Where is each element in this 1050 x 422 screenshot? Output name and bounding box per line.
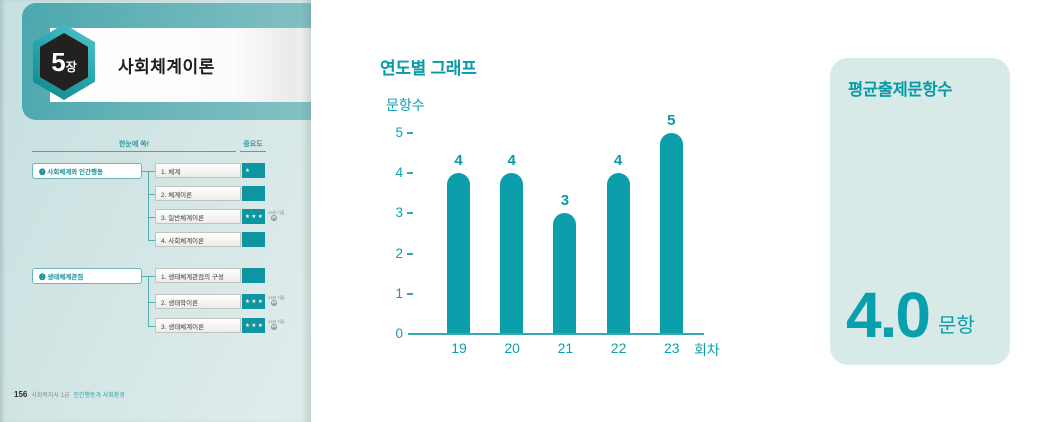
toc-connector: [148, 217, 155, 218]
chapter-title: 사회체계이론: [118, 57, 215, 77]
stat-value: 4.0: [846, 278, 931, 351]
medal-icon: ◉: [271, 324, 277, 330]
y-tick-mark: [407, 252, 413, 255]
toc-item: 2. 생태학이론: [155, 294, 241, 309]
bar: [606, 173, 630, 334]
page-footer: 156 사회복지사 1급 인간행동과 사회환경: [14, 390, 125, 399]
average-questions-card: 평균출제문항수 4.0 문항: [830, 58, 1010, 365]
y-tick-mark: [407, 292, 413, 295]
bar: [659, 133, 683, 334]
book-page: 사회체계이론 5 장 한눈에 쏙! 중요도 ❶ 사회체계와 인간행동 1. 체계 ★…: [0, 0, 311, 422]
stat-value-row: 4.0 문항: [846, 278, 975, 351]
toc-connector: [148, 194, 155, 195]
x-tick-label: 22: [610, 340, 627, 356]
medal-icon: ◉: [271, 215, 277, 221]
toc-connector: [148, 302, 155, 303]
toc-connector: [142, 171, 148, 172]
toc-item: 4. 사회체계이론: [155, 232, 241, 247]
toc-rule-left: [32, 151, 236, 152]
toc-connector-trunk: [148, 276, 149, 327]
y-tick-mark: [407, 132, 413, 134]
bar: [500, 173, 524, 334]
x-tick-label: 19: [451, 340, 467, 356]
chart-title: 연도별 그래프: [380, 59, 477, 78]
y-tick-label: 5: [395, 125, 403, 140]
bar-value-label: 4: [507, 152, 516, 170]
x-tick-label: 20: [504, 340, 520, 356]
toc-group-node: ❷ 생태체계관점: [32, 268, 142, 284]
toc-item: 3. 일반체계이론: [155, 209, 241, 224]
toc-header-importance: 중요도: [243, 141, 263, 148]
toc-item: 2. 체계이론: [155, 186, 241, 201]
stat-card-title: 평균출제문항수: [848, 81, 953, 99]
importance-stars-box: [242, 268, 265, 283]
bar-value-label: 4: [613, 152, 623, 170]
y-tick-label: 1: [395, 285, 403, 301]
x-tick-label: 23: [664, 340, 680, 356]
recent-exam-badge: 23회 기출 ◉: [268, 319, 286, 330]
recent-exam-badge-text: 23회 기출: [268, 295, 285, 300]
hexagon-inner: 5 장: [40, 33, 88, 91]
toc-group-node: ❶ 사회체계와 인간행동: [32, 163, 142, 179]
bar-value-label: 5: [667, 112, 676, 129]
y-tick-mark: [407, 172, 413, 175]
y-tick-label: 4: [395, 165, 403, 181]
stat-unit: 문항: [937, 315, 975, 337]
medal-icon: ◉: [271, 300, 277, 306]
recent-exam-badge: 23회 기출 ◉: [268, 210, 286, 221]
toc-item: 1. 체계: [155, 163, 241, 178]
bar-value-label: 3: [560, 192, 570, 210]
recent-exam-badge-text: 23회 기출: [268, 319, 285, 324]
recent-exam-badge-text: 23회 기출: [268, 210, 285, 215]
footer-page-number: 156: [14, 390, 28, 399]
y-tick-label: 3: [395, 205, 403, 221]
chart-x-axis-label: 회차: [694, 342, 720, 358]
bar: [553, 213, 577, 334]
importance-stars-box: ★★★: [242, 209, 265, 224]
y-tick-mark: [407, 212, 413, 215]
chart-y-axis-label: 문항수: [386, 97, 425, 113]
chapter-number-suffix: 장: [65, 60, 77, 74]
bar-value-label: 4: [454, 152, 463, 170]
toc-item: 3. 생태체계이론: [155, 318, 241, 333]
toc-connector: [148, 240, 155, 241]
chapter-header-panel: 사회체계이론 5 장: [22, 3, 311, 120]
chart-x-axis-line: [408, 333, 704, 335]
y-tick-label: 0: [395, 326, 403, 341]
footer-book-title: 사회복지사 1급: [31, 393, 70, 399]
importance-stars-box: ★★★: [242, 294, 265, 309]
toc-rule-right: [240, 151, 266, 152]
x-tick-label: 21: [557, 340, 574, 356]
toc-connector: [148, 276, 155, 277]
page-edge-shadow: [301, 0, 311, 422]
recent-exam-badge: 23회 기출 ◉: [268, 295, 286, 306]
toc-connector: [148, 171, 155, 172]
toc-connector: [142, 276, 148, 277]
importance-stars-box: [242, 186, 265, 201]
chapter-number: 5: [51, 47, 66, 77]
footer-subject-title: 인간행동과 사회환경: [73, 393, 125, 399]
toc-header-at-a-glance: 한눈에 쏙!: [118, 141, 150, 148]
importance-stars-box: [242, 232, 265, 247]
y-tick-label: 2: [395, 245, 403, 261]
bar: [447, 173, 470, 334]
toc-connector: [148, 326, 155, 327]
importance-stars-box: ★★★: [242, 318, 265, 333]
importance-stars-box: ★: [242, 163, 265, 178]
toc-item: 1. 생태체계관점의 구성: [155, 268, 241, 283]
toc-connector-trunk: [148, 171, 149, 241]
chapter-number-badge: 5 장: [33, 24, 95, 100]
